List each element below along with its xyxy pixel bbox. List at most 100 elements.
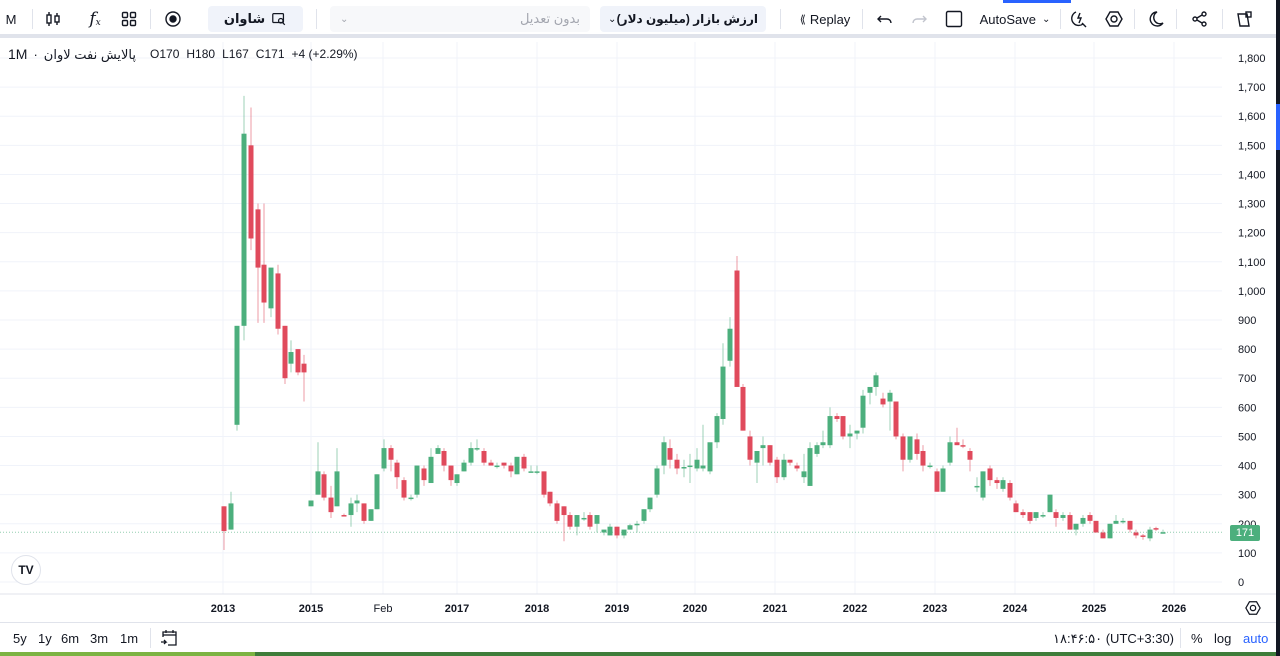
candle bbox=[740, 386, 746, 431]
replay-button[interactable]: ⟪ Replay bbox=[796, 6, 854, 32]
range-1m[interactable]: 1m bbox=[120, 631, 139, 646]
goto-date-icon[interactable] bbox=[160, 629, 178, 650]
range-1y[interactable]: 1y bbox=[38, 631, 52, 646]
log-toggle[interactable]: log bbox=[1214, 631, 1232, 646]
price-tick: 300 bbox=[1238, 490, 1256, 502]
price-tick: 500 bbox=[1238, 431, 1256, 443]
candle bbox=[714, 416, 720, 443]
separator bbox=[150, 628, 151, 648]
redo-icon[interactable] bbox=[908, 6, 930, 32]
price-tick: 1,800 bbox=[1238, 53, 1266, 65]
candle bbox=[1007, 483, 1013, 498]
close-label: C bbox=[255, 47, 265, 61]
moon-icon[interactable] bbox=[1145, 6, 1167, 32]
separator bbox=[1222, 9, 1223, 29]
candle bbox=[774, 459, 780, 478]
time-tick: 2026 bbox=[1162, 603, 1186, 615]
candle bbox=[421, 468, 427, 481]
scale-settings-icon[interactable] bbox=[1245, 600, 1261, 616]
adjustment-select[interactable]: ⌄ بدون تعدیل bbox=[330, 6, 590, 32]
bottom-toolbar: 5y 1y 6m 3m 1m ۱۸:۴۶:۵۰ (UTC+3:30) % log… bbox=[0, 622, 1276, 652]
auto-toggle[interactable]: auto bbox=[1243, 631, 1269, 646]
candle bbox=[554, 503, 560, 521]
candle bbox=[1093, 520, 1099, 533]
candle bbox=[461, 462, 467, 472]
settings-icon[interactable] bbox=[1103, 6, 1125, 32]
tradingview-logo-icon[interactable]: TV bbox=[11, 555, 41, 585]
scrollbar-thumb[interactable] bbox=[1276, 104, 1280, 150]
time-tick: 2017 bbox=[445, 603, 469, 615]
candle bbox=[954, 442, 960, 446]
undo-icon[interactable] bbox=[874, 6, 896, 32]
candle bbox=[681, 467, 687, 469]
time-tick: 2018 bbox=[525, 603, 549, 615]
candle bbox=[661, 442, 667, 466]
metric-select[interactable]: ⌄ ارزش بازار (میلیون دلار) bbox=[600, 6, 766, 32]
candle bbox=[428, 456, 434, 484]
candle bbox=[308, 500, 314, 507]
candle bbox=[907, 436, 913, 460]
chart-pane[interactable]: 1,800 1,700 1,600 1,500 1,400 1,300 1,200 1,100… bbox=[0, 42, 1276, 622]
price-tick: 600 bbox=[1238, 402, 1256, 414]
clock-label[interactable]: ۱۸:۴۶:۵۰ (UTC+3:30) bbox=[1053, 631, 1174, 646]
candle bbox=[255, 209, 261, 268]
open-label: O bbox=[150, 47, 160, 61]
candle bbox=[494, 465, 500, 468]
candle bbox=[468, 448, 474, 463]
candle bbox=[1153, 528, 1159, 530]
checkbox-icon[interactable] bbox=[942, 6, 966, 32]
candle bbox=[1020, 512, 1026, 516]
candle bbox=[1067, 515, 1073, 530]
window-bottom-edge-left bbox=[0, 652, 255, 656]
candle bbox=[794, 465, 800, 469]
share-icon[interactable] bbox=[1189, 6, 1211, 32]
candle bbox=[727, 328, 733, 361]
candle bbox=[694, 459, 700, 469]
legend-separator: · bbox=[33, 47, 38, 62]
candle bbox=[934, 471, 940, 492]
separator bbox=[780, 9, 781, 29]
candle bbox=[567, 515, 573, 527]
autosave-label: AutoSave bbox=[979, 11, 1036, 27]
candle bbox=[241, 133, 247, 326]
candle bbox=[734, 270, 740, 387]
layouts-icon[interactable] bbox=[118, 6, 140, 32]
candle bbox=[1140, 535, 1146, 537]
candle bbox=[301, 363, 307, 373]
autosave-button[interactable]: AutoSave ⌄ bbox=[975, 6, 1055, 32]
candle bbox=[700, 465, 706, 469]
range-5y[interactable]: 5y bbox=[13, 631, 27, 646]
candle bbox=[820, 442, 826, 446]
candle bbox=[927, 465, 933, 468]
candle bbox=[893, 401, 899, 437]
candle bbox=[315, 471, 321, 495]
interval-button[interactable]: M bbox=[5, 11, 17, 27]
price-tick: 700 bbox=[1238, 373, 1256, 385]
alert-icon[interactable] bbox=[1068, 6, 1090, 32]
range-3m[interactable]: 3m bbox=[90, 631, 109, 646]
candlestick-chart[interactable]: 1,800 1,700 1,600 1,500 1,400 1,300 1,200 1,100… bbox=[0, 42, 1276, 622]
close-value: 171 bbox=[264, 47, 285, 61]
candle bbox=[601, 529, 607, 533]
percent-toggle[interactable]: % bbox=[1191, 631, 1203, 646]
candle bbox=[914, 439, 920, 454]
window-bottom-edge bbox=[0, 652, 1280, 656]
candle bbox=[508, 465, 514, 472]
symbol-search-button[interactable]: شاوان bbox=[208, 6, 303, 32]
candle bbox=[1000, 480, 1006, 489]
candle bbox=[1013, 503, 1019, 513]
range-6m[interactable]: 6m bbox=[61, 631, 80, 646]
window-right-edge bbox=[1276, 0, 1280, 656]
legend-interval: 1M bbox=[8, 46, 28, 62]
candle bbox=[1147, 529, 1153, 539]
candle bbox=[268, 267, 274, 309]
candle bbox=[401, 480, 407, 498]
candle bbox=[654, 468, 660, 495]
candle bbox=[1060, 515, 1066, 518]
snapshot-icon[interactable] bbox=[1233, 6, 1255, 32]
candle bbox=[435, 448, 441, 454]
candles-icon[interactable] bbox=[42, 6, 64, 32]
eye-icon[interactable] bbox=[161, 6, 185, 32]
